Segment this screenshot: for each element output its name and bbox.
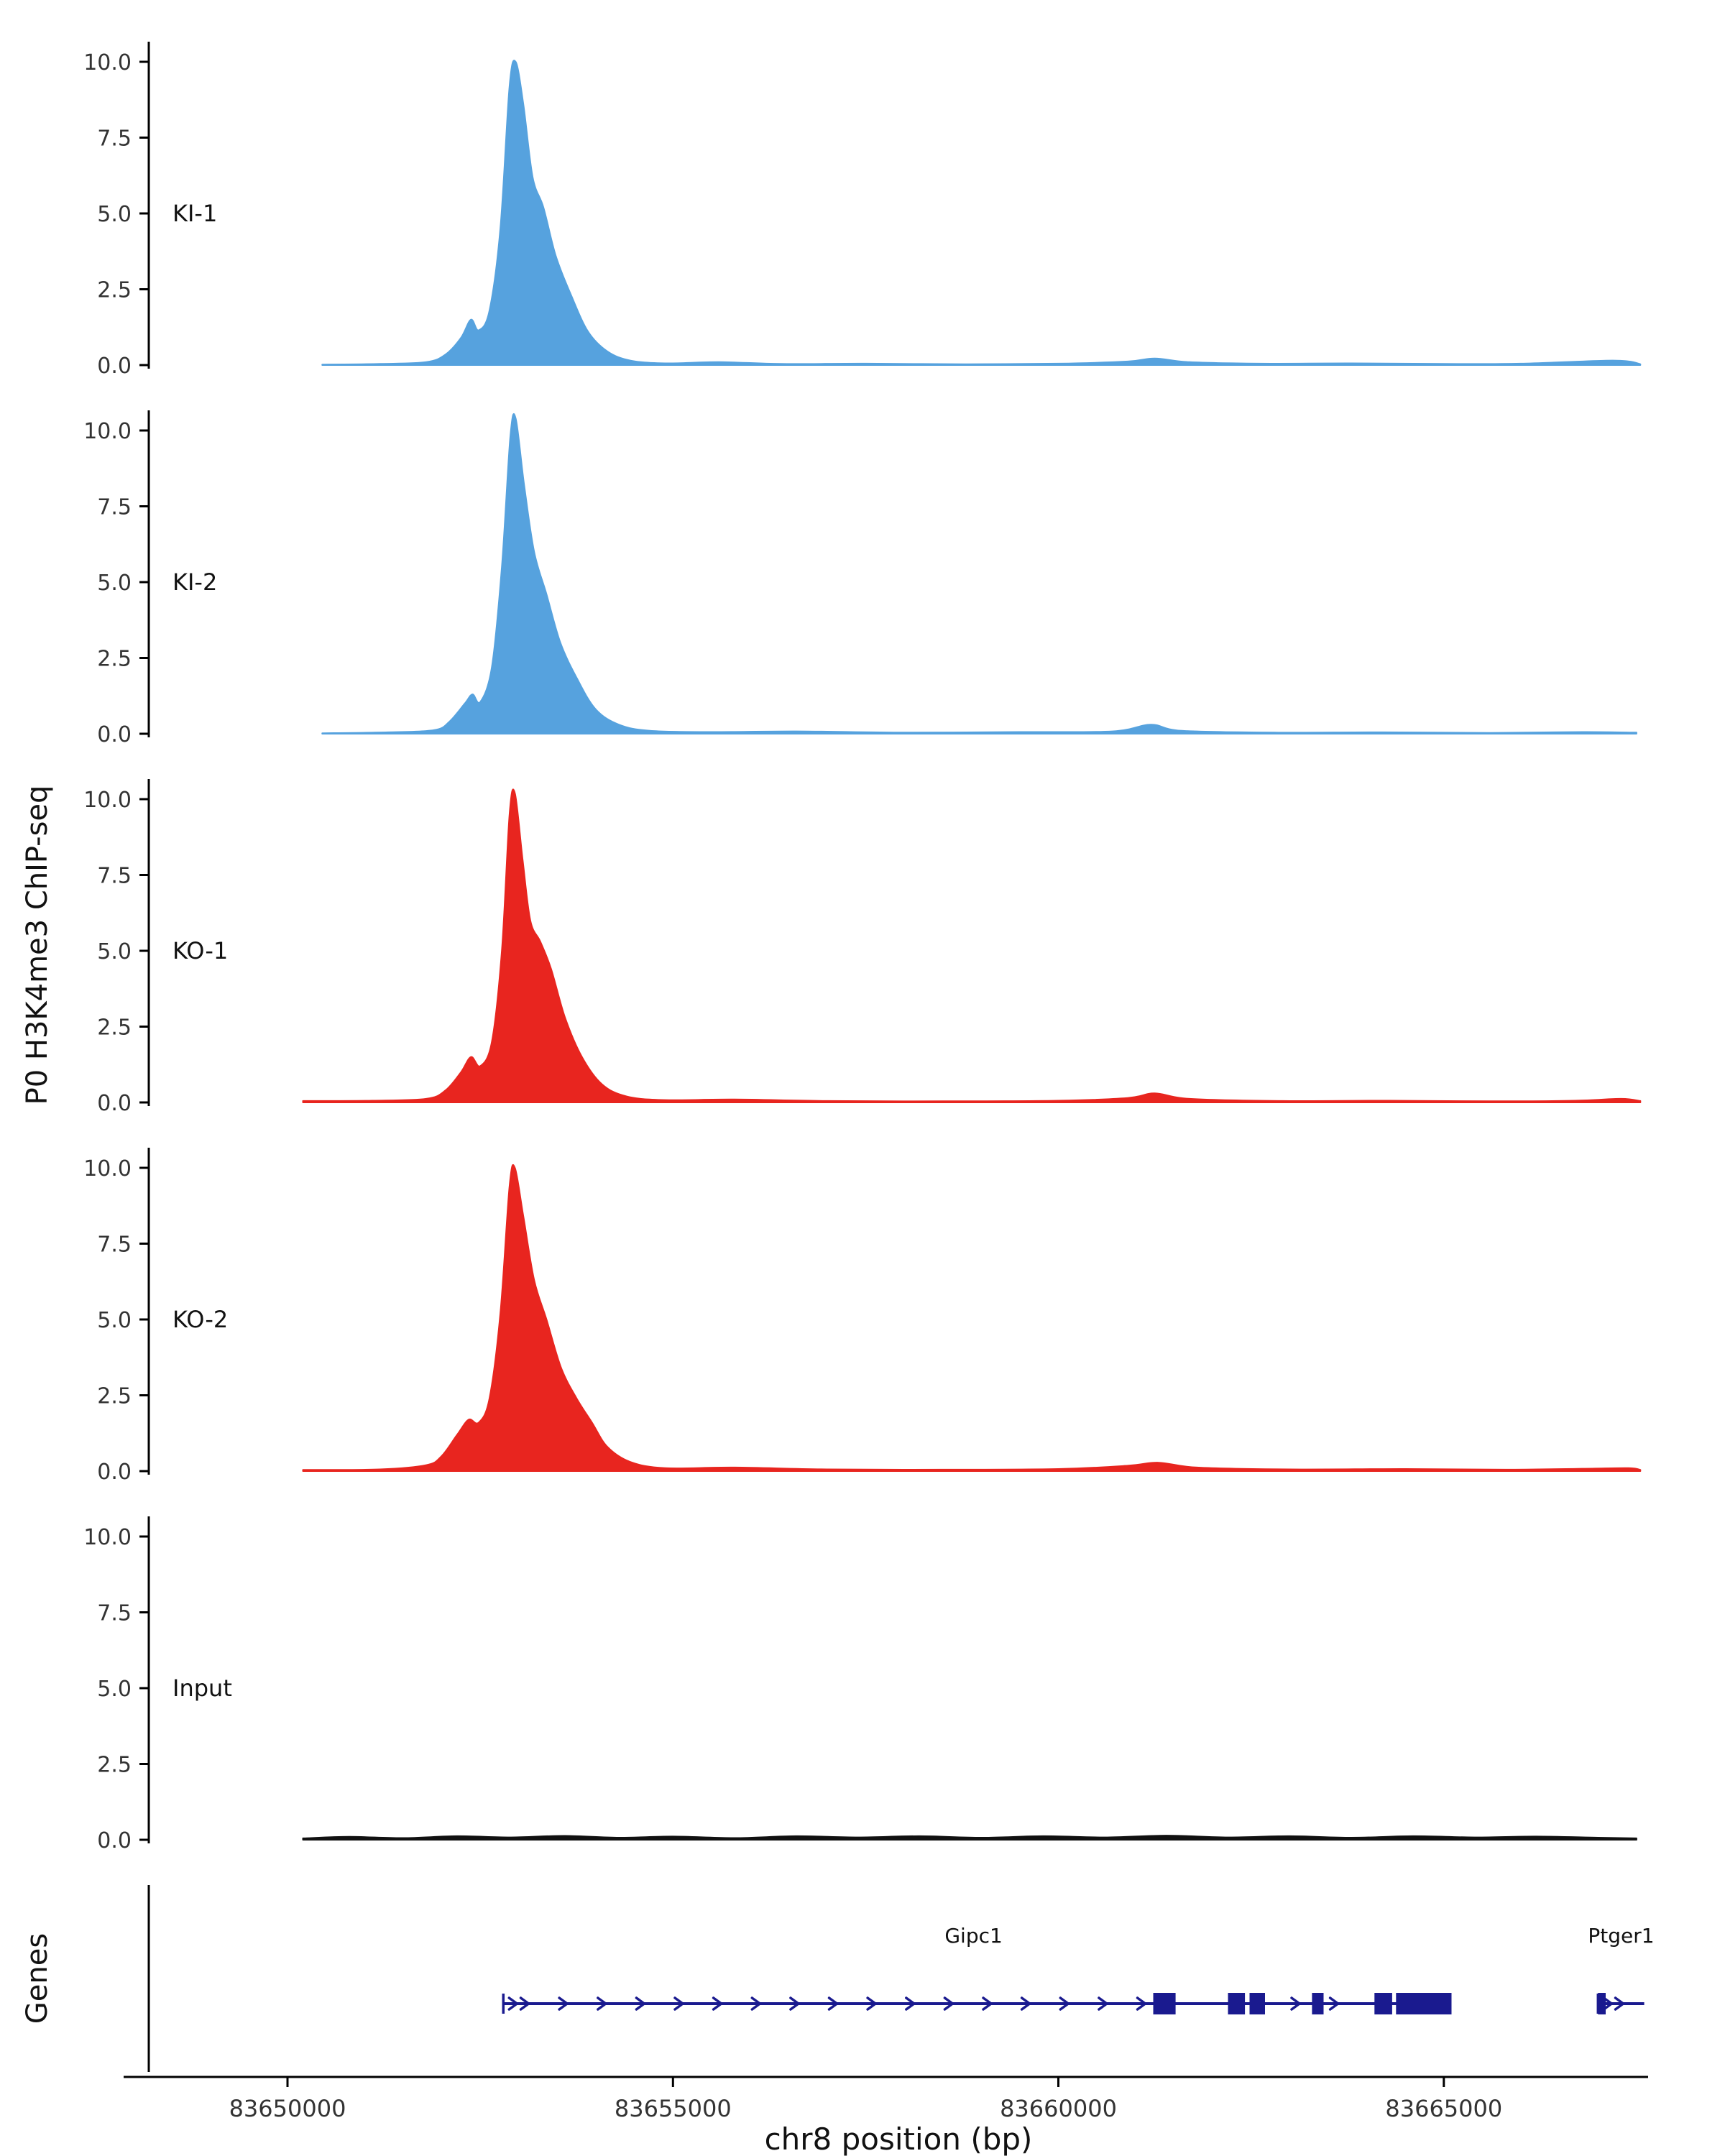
x-axis: 83650000 83655000 83660000 83665000	[124, 2076, 1648, 2122]
strand-arrow-icon	[597, 1996, 607, 2011]
y-tick-label: 7.5	[97, 864, 132, 889]
y-tick-label: 7.5	[97, 495, 132, 520]
track-KI-2: 0.0 2.5 5.0 7.5 10.0 KI-2	[83, 410, 1637, 747]
strand-arrow-icon	[712, 1996, 723, 2011]
exon	[1153, 1993, 1176, 2014]
track-label: KO-1	[172, 937, 228, 964]
strand-arrow-icon	[673, 1996, 684, 2011]
gene-label: Ptger1	[1588, 1924, 1654, 1948]
track-label: Input	[172, 1674, 232, 1702]
genes-panel: Gipc1 Ptger1	[147, 1885, 1655, 2072]
coverage-area	[302, 1164, 1642, 1472]
strand-arrow-icon	[943, 1996, 954, 2011]
track-label: KI-2	[172, 568, 217, 596]
y-tick-label: 2.5	[97, 278, 132, 303]
strand-arrow-icon	[1136, 1996, 1147, 2011]
track-KO-2: 0.0 2.5 5.0 7.5 10.0 KO-2	[83, 1148, 1642, 1485]
strand-arrow-icon	[905, 1996, 916, 2011]
y-tick-label: 5.0	[97, 571, 132, 596]
coverage-area	[302, 1835, 1637, 1841]
strand-arrow-icon	[507, 1996, 519, 2011]
genes-axis-title: Genes	[21, 1932, 54, 2024]
y-tick-label: 10.0	[83, 1525, 132, 1550]
track-label: KI-1	[172, 200, 217, 227]
gene-Ptger1: Ptger1	[1588, 1924, 1655, 2014]
x-tick-label: 83665000	[1385, 2095, 1502, 2122]
strand-arrow-icon	[558, 1996, 569, 2011]
exon	[1374, 1993, 1392, 2014]
strand-arrow-icon	[1328, 1996, 1340, 2011]
y-tick-label: 2.5	[97, 1015, 132, 1041]
y-tick-label: 10.0	[83, 788, 132, 813]
y-tick-label: 10.0	[83, 1156, 132, 1181]
y-tick-label: 5.0	[97, 1677, 132, 1702]
strand-arrow-icon	[1602, 1996, 1614, 2011]
strand-arrow-icon	[1614, 1996, 1625, 2011]
strand-arrow-icon	[1020, 1996, 1031, 2011]
strand-arrow-icon	[1059, 1996, 1070, 2011]
y-tick-label: 0.0	[97, 722, 132, 747]
exon	[1598, 1993, 1606, 2014]
coverage-area	[302, 788, 1642, 1103]
strand-arrow-icon	[1098, 1996, 1108, 2011]
coverage-area	[321, 60, 1642, 366]
x-tick-label: 83660000	[1000, 2095, 1117, 2122]
exon	[1249, 1993, 1265, 2014]
y-axis-title: P0 H3K4me3 ChIP-seq	[21, 785, 54, 1105]
y-tick-label: 2.5	[97, 1753, 132, 1778]
track-Input: 0.0 2.5 5.0 7.5 10.0 Input	[83, 1516, 1637, 1853]
y-tick-label: 5.0	[97, 939, 132, 964]
gene-Gipc1: Gipc1	[502, 1924, 1452, 2014]
track-KO-1: 0.0 2.5 5.0 7.5 10.0 KO-1	[83, 779, 1642, 1116]
strand-arrow-icon	[1290, 1996, 1301, 2011]
y-tick-label: 10.0	[83, 419, 132, 444]
strand-arrow-icon	[789, 1996, 800, 2011]
y-tick-label: 10.0	[83, 50, 132, 75]
y-tick-label: 7.5	[97, 126, 132, 152]
strand-arrow-icon	[866, 1996, 877, 2011]
y-tick-label: 2.5	[97, 647, 132, 672]
x-axis-title: chr8 position (bp)	[764, 2122, 1033, 2156]
x-tick-label: 83655000	[615, 2095, 732, 2122]
y-tick-label: 7.5	[97, 1233, 132, 1258]
y-tick-label: 0.0	[97, 1091, 132, 1116]
strand-arrow-icon	[635, 1996, 646, 2011]
coverage-area	[321, 413, 1637, 734]
y-tick-label: 5.0	[97, 202, 132, 227]
gene-label: Gipc1	[944, 1924, 1002, 1948]
strand-arrow-icon	[750, 1996, 762, 2011]
exon	[1396, 1993, 1452, 2014]
y-tick-label: 2.5	[97, 1384, 132, 1409]
track-KI-1: 0.0 2.5 5.0 7.5 10.0 KI-1	[83, 42, 1642, 379]
strand-arrow-icon	[519, 1996, 530, 2011]
strand-arrow-icon	[827, 1996, 839, 2011]
x-tick-label: 83650000	[229, 2095, 346, 2122]
strand-arrow-icon	[982, 1996, 993, 2011]
y-tick-label: 0.0	[97, 354, 132, 379]
exon	[1228, 1993, 1246, 2014]
y-tick-label: 0.0	[97, 1828, 132, 1853]
track-label: KO-2	[172, 1306, 228, 1333]
y-tick-label: 7.5	[97, 1601, 132, 1626]
y-tick-label: 5.0	[97, 1308, 132, 1333]
y-tick-label: 0.0	[97, 1460, 132, 1485]
exon	[1312, 1993, 1324, 2014]
